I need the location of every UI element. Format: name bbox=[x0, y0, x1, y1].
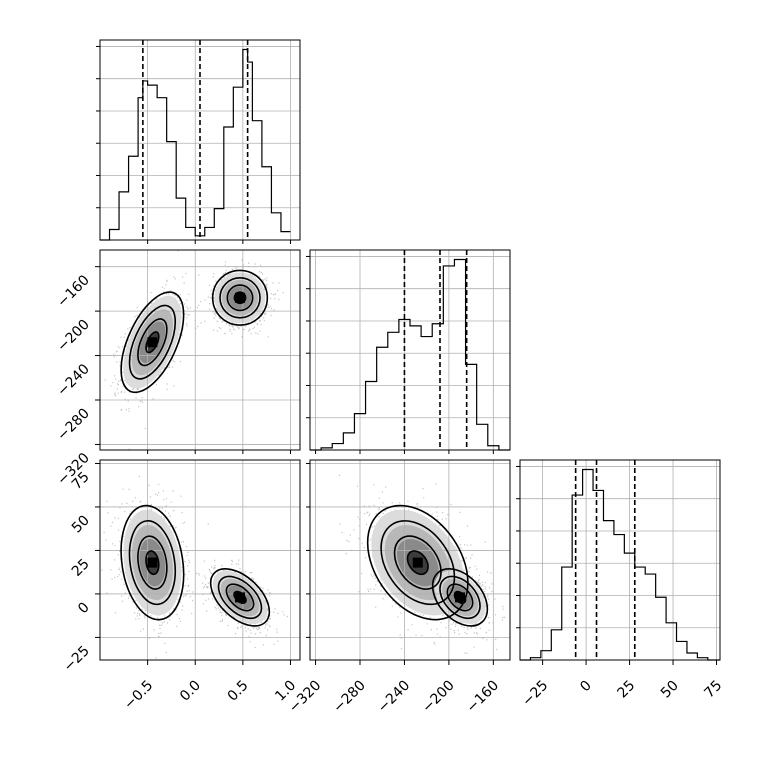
x-tick-label: 0 bbox=[577, 678, 595, 696]
y-tick-label: 0 bbox=[75, 599, 93, 617]
density-group bbox=[104, 250, 284, 450]
x-tick-label: −160 bbox=[464, 678, 503, 717]
contour-line bbox=[137, 535, 168, 590]
panel-frame bbox=[99, 249, 301, 451]
contour-line bbox=[145, 550, 160, 576]
x-tick-label: −25 bbox=[519, 678, 551, 710]
contour-group bbox=[120, 504, 271, 627]
x-tick-label: −280 bbox=[330, 678, 369, 717]
contour-line bbox=[120, 504, 185, 621]
contour-line bbox=[128, 520, 177, 606]
contour-line bbox=[439, 575, 481, 620]
density-peak bbox=[235, 292, 245, 303]
panel-frame bbox=[519, 459, 721, 661]
panel-frame bbox=[309, 249, 511, 451]
panel-frame bbox=[309, 459, 511, 661]
contour-line bbox=[380, 520, 456, 606]
y-tick-label: 50 bbox=[69, 512, 93, 536]
contour-line bbox=[225, 583, 255, 612]
x-tick-label: −240 bbox=[375, 678, 414, 717]
contour-line bbox=[217, 575, 263, 620]
y-tick-label: −240 bbox=[54, 361, 93, 400]
x-tick-label: 0.0 bbox=[177, 678, 204, 705]
contour-line bbox=[211, 269, 269, 326]
density-peak bbox=[147, 557, 158, 568]
contour-line bbox=[226, 284, 254, 312]
histogram-2 bbox=[310, 258, 510, 451]
x-tick-label: −200 bbox=[419, 678, 458, 717]
contour-line bbox=[233, 291, 247, 305]
panel-frame bbox=[99, 39, 301, 241]
frames-layer bbox=[99, 39, 721, 661]
marks-layer bbox=[100, 40, 720, 661]
contour-line bbox=[431, 568, 489, 627]
sample-points bbox=[101, 475, 288, 659]
contour-line bbox=[120, 291, 185, 394]
x-tick-label: 0.5 bbox=[225, 678, 252, 705]
histogram-3 bbox=[520, 468, 720, 661]
x-tick-label: 25 bbox=[614, 678, 638, 702]
y-tick-label: −280 bbox=[54, 406, 93, 445]
x-tick-label: −0.5 bbox=[121, 678, 156, 713]
contour-line bbox=[393, 535, 442, 590]
y-tick-label: 25 bbox=[69, 556, 93, 580]
x-tick-label: 50 bbox=[658, 678, 682, 702]
contour-group bbox=[120, 269, 269, 394]
histogram-1 bbox=[100, 48, 291, 241]
y-tick-label: −25 bbox=[61, 643, 93, 675]
panel-frame bbox=[99, 459, 301, 661]
density-peak bbox=[455, 592, 465, 603]
density-peak bbox=[147, 337, 158, 348]
density-peak bbox=[235, 592, 245, 603]
contour-line bbox=[219, 276, 261, 319]
contour-line bbox=[366, 504, 469, 621]
y-tick-label: −160 bbox=[54, 272, 93, 311]
contour-line bbox=[128, 304, 177, 380]
x-tick-label: 75 bbox=[701, 678, 725, 702]
contour-line bbox=[406, 550, 429, 576]
contour-line bbox=[209, 568, 271, 627]
density-peak bbox=[412, 557, 423, 568]
contour-line bbox=[446, 583, 474, 612]
contour-group bbox=[366, 504, 489, 627]
y-tick-label: −200 bbox=[54, 317, 93, 356]
contour-line bbox=[137, 318, 168, 367]
